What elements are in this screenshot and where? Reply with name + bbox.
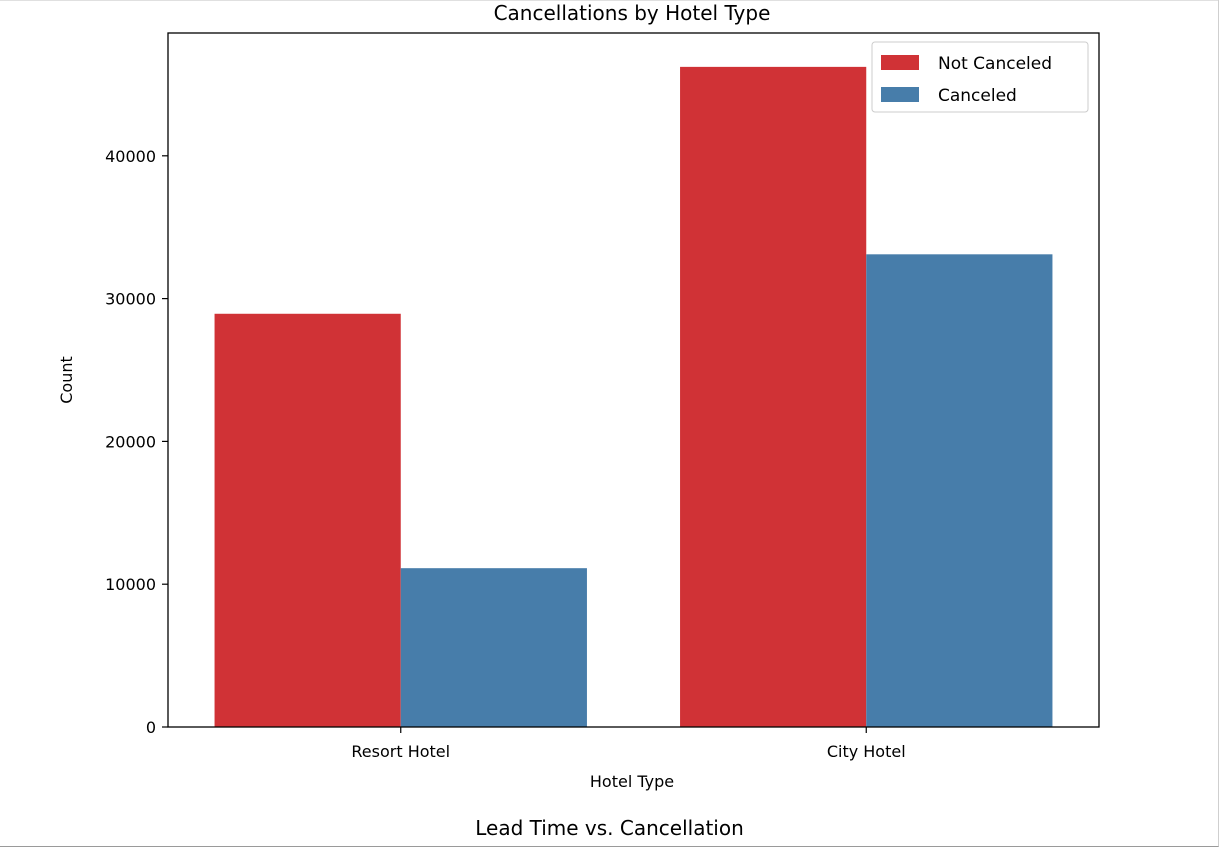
bar-canceled-resort-hotel — [400, 568, 587, 727]
frame-top-border — [0, 0, 1219, 1]
legend-swatch-not-canceled — [881, 55, 919, 70]
legend-label-canceled: Canceled — [938, 86, 1017, 106]
y-tick-label: 0 — [146, 718, 156, 737]
legend: Not Canceled Canceled — [871, 41, 1089, 113]
legend-swatch-canceled — [881, 87, 919, 102]
legend-label-not-canceled: Not Canceled — [938, 54, 1052, 74]
y-axis-label: Count — [57, 356, 76, 404]
chart-title: Cancellations by Hotel Type — [494, 1, 771, 25]
y-tick-label: 30000 — [105, 290, 156, 309]
x-tick-label: City Hotel — [827, 742, 906, 761]
bar-not-canceled-city-hotel — [680, 66, 867, 728]
next-chart-title: Lead Time vs. Cancellation — [475, 816, 744, 840]
y-tick-label: 10000 — [105, 575, 156, 594]
x-tick-label: Resort Hotel — [351, 742, 450, 761]
x-axis-label: Hotel Type — [590, 772, 674, 791]
legend-box — [871, 41, 1089, 113]
x-axis: Resort Hotel City Hotel — [351, 727, 906, 761]
y-tick-label: 20000 — [105, 432, 156, 451]
bar-canceled-city-hotel — [866, 254, 1053, 727]
y-axis: 0 10000 20000 30000 40000 — [105, 147, 168, 737]
y-tick-label: 40000 — [105, 147, 156, 166]
plot-area-frame — [167, 32, 1100, 728]
bars-group — [214, 66, 1053, 728]
bar-not-canceled-resort-hotel — [214, 313, 401, 727]
